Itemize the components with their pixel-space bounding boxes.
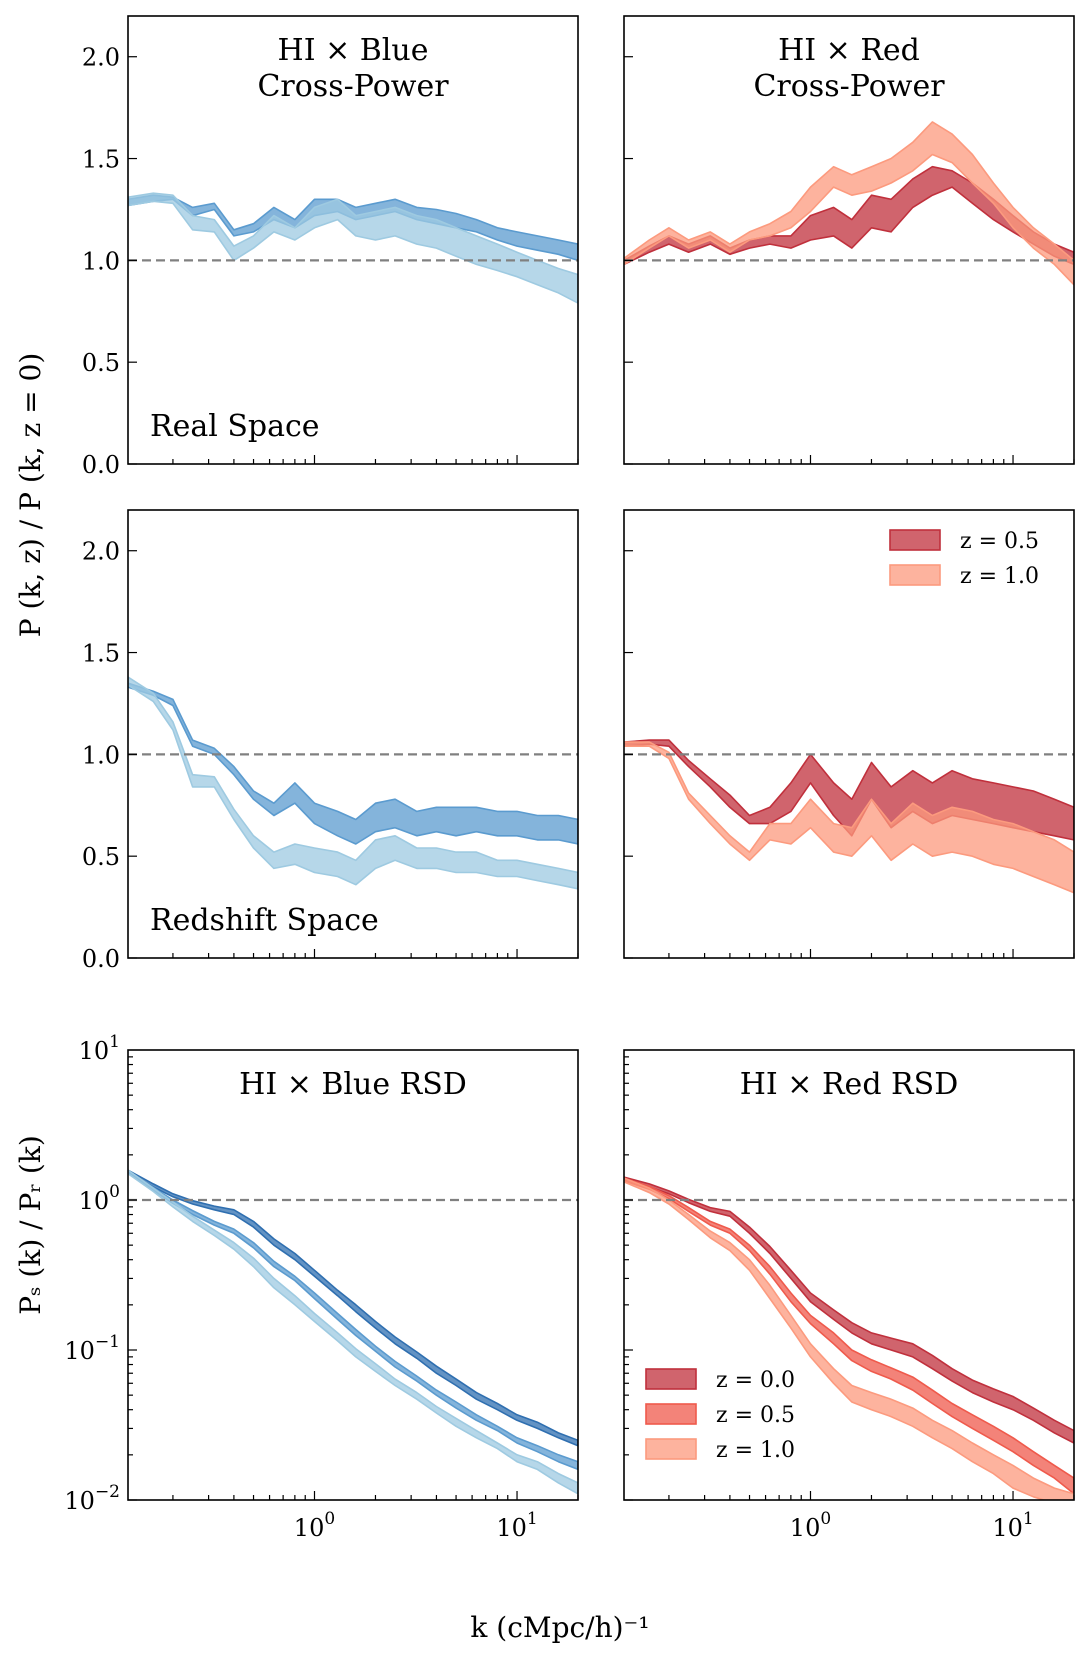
plot-area (624, 739, 1074, 894)
legend-label: z = 1.0 (960, 564, 1039, 589)
axes-frame (127, 15, 579, 465)
panels: 0.00.51.01.52.0 HI × BlueCross-PowerReal … (64, 15, 1075, 1542)
x-tick-label: 100 (294, 1509, 335, 1542)
panel-annotation: Redshift Space (150, 903, 379, 938)
plot-area (128, 676, 578, 890)
y-axis-label-bottom: Pₛ (k) / Pᵣ (k) (14, 1135, 47, 1315)
ticks (624, 56, 1075, 465)
panel-blue-redshift: 0.0 0.5 1.0 1.5 2.0 Redshift Space (82, 509, 579, 973)
x-tick-label: 100 (790, 1509, 831, 1542)
legend-swatch (645, 1368, 697, 1390)
series-band-z-0-0 (128, 1169, 578, 1447)
legend-swatch (889, 564, 941, 586)
legend-label: z = 0.5 (716, 1403, 795, 1428)
panel-title: HI × Blue RSD (239, 1067, 467, 1102)
series-band-z-0-5 (128, 1170, 578, 1471)
y-tick-label: 101 (79, 1032, 120, 1065)
series-band-z-0-0 (624, 1176, 1074, 1444)
x-tick-label: 101 (496, 1509, 537, 1542)
legend-label: z = 0.0 (716, 1368, 795, 1393)
series-band-z-1-0 (624, 1177, 1074, 1500)
legend-label: z = 1.0 (716, 1438, 795, 1463)
legend-swatch (889, 529, 941, 551)
ticks (624, 550, 1075, 959)
legend-swatch (645, 1438, 697, 1460)
series-band-z-1-0 (624, 741, 1074, 894)
y-tick-label: 0.0 (82, 945, 120, 973)
panel-title: HI × Red RSD (740, 1067, 959, 1102)
legend-label: z = 0.5 (960, 529, 1039, 554)
panel-title: HI × Red (778, 33, 920, 68)
panel-annotation: Real Space (150, 409, 320, 444)
y-tick-label: 10−2 (64, 1482, 120, 1515)
ticks (624, 1056, 1075, 1501)
series-band-z-0-5 (624, 165, 1074, 266)
series-band-z-0-5 (128, 682, 578, 845)
series-band-z-1-0 (128, 1169, 578, 1495)
y-tick-label: 1.0 (82, 247, 120, 275)
panel-title: HI × Blue (278, 33, 429, 68)
y-tick-label: 1.5 (82, 640, 120, 668)
ticks (128, 1056, 579, 1501)
legend-swatch (645, 1403, 697, 1425)
y-tick-label: 0.5 (82, 843, 120, 871)
panel-title: Cross-Power (257, 69, 449, 104)
series-band-z-1-0 (624, 121, 1074, 286)
ticks (128, 550, 579, 959)
y-tick-label: 1.0 (82, 741, 120, 769)
panel-red-redshift: z = 0.5 z = 1.0 (623, 509, 1075, 959)
x-axis-label: k (cMpc/h)⁻¹ (470, 1611, 649, 1644)
plot-area (624, 1176, 1074, 1500)
plot-area (128, 1169, 578, 1495)
plot-area (624, 121, 1074, 286)
ticks (128, 56, 579, 465)
series-band-z-1-0 (128, 676, 578, 890)
y-tick-label: 10−1 (64, 1332, 120, 1365)
panel-title: Cross-Power (753, 69, 945, 104)
panel-blue-rsd: 100 101 10−2 10−1 100 101 HI × Blue RSD (64, 1032, 579, 1542)
y-tick-label: 1.5 (82, 146, 120, 174)
series-band-z-0-5 (624, 1177, 1074, 1495)
axes-frame (127, 509, 579, 959)
y-tick-label: 2.0 (82, 44, 120, 72)
x-tick-label: 101 (992, 1509, 1033, 1542)
y-tick-label: 100 (79, 1182, 120, 1215)
axes-frame (623, 1049, 1075, 1501)
y-tick-label: 0.0 (82, 451, 120, 479)
axes-frame (623, 509, 1075, 959)
axes-frame (623, 15, 1075, 465)
y-axis-label-top: P (k, z) / P (k, z = 0) (14, 353, 47, 638)
y-tick-label: 2.0 (82, 538, 120, 566)
legend: z = 0.0 z = 0.5 z = 1.0 (645, 1368, 795, 1463)
legend: z = 0.5 z = 1.0 (889, 529, 1039, 589)
plot-area (128, 192, 578, 304)
axes-frame (127, 1049, 579, 1501)
series-band-z-1-0 (128, 192, 578, 304)
y-tick-label: 0.5 (82, 349, 120, 377)
panel-red-rsd: 100 101 HI × Red RSD z = 0.0 z = 0.5 z = 1.0 (623, 1049, 1075, 1542)
